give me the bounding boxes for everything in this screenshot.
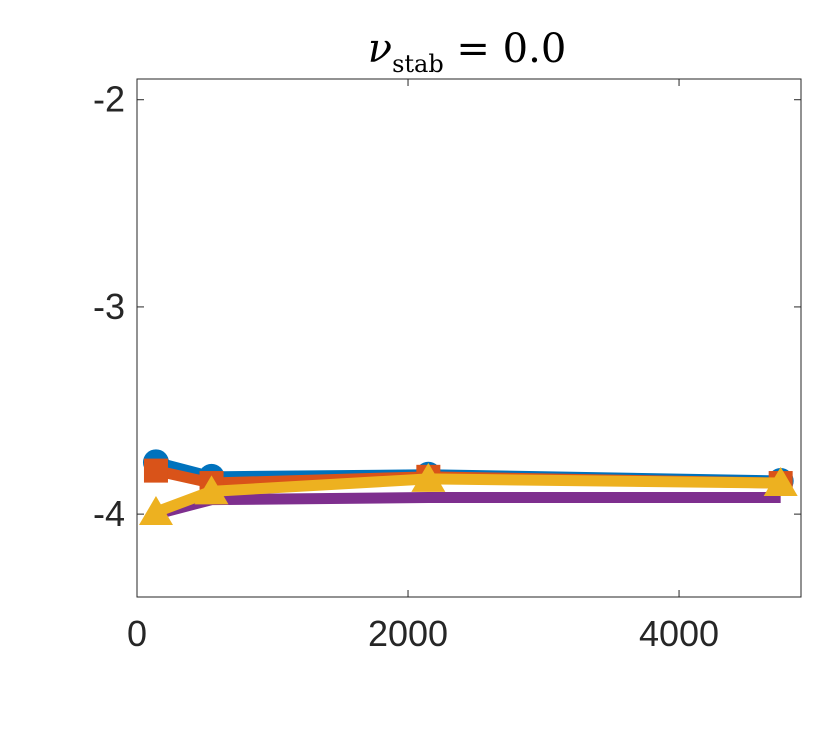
axis-tick-labels: 0 2000 4000 -4 -3 -2 — [93, 79, 719, 654]
data-point-triangle — [194, 475, 229, 505]
y-tick-label: -4 — [93, 493, 125, 534]
series-line — [154, 473, 781, 518]
series-layer — [138, 449, 798, 526]
x-tick-label: 0 — [127, 613, 147, 654]
axis-ticks — [136, 79, 801, 597]
series-3 — [138, 462, 798, 526]
y-tick-label: -3 — [93, 286, 125, 327]
data-point-triangle — [763, 467, 798, 497]
plot-area — [136, 78, 802, 598]
title-value: = 0.0 — [444, 26, 567, 72]
title-symbol: ν — [368, 26, 392, 72]
data-point-triangle — [138, 496, 173, 526]
x-tick-label: 4000 — [639, 613, 719, 654]
y-tick-label: -2 — [93, 79, 125, 120]
data-point-triangle — [411, 462, 446, 492]
x-tick-label: 2000 — [368, 613, 448, 654]
title-subscript: stab — [392, 50, 444, 78]
chart-title: νstab = 0.0 — [368, 26, 567, 78]
data-point-square — [143, 458, 168, 483]
